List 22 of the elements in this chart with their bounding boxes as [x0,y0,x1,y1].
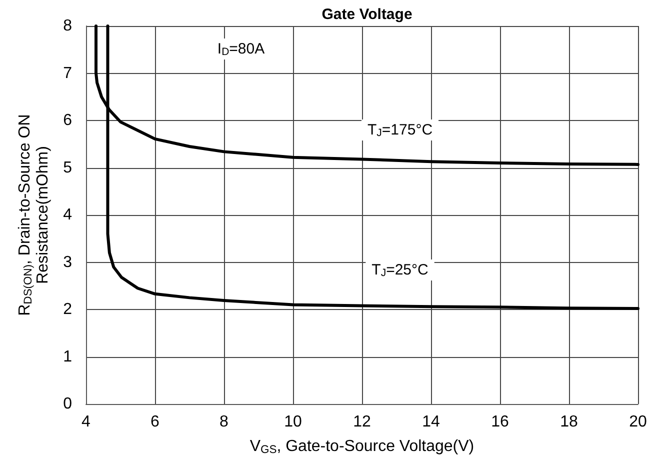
y-tick-label: 3 [63,254,72,271]
y-tick-label: 7 [63,64,72,82]
x-tick-label: 10 [284,414,302,430]
y-tick-label: 0 [63,396,72,412]
x-tick-label: 4 [82,414,91,430]
x-tick-label: 18 [560,414,578,430]
y-tick-label: 6 [63,112,72,129]
x-tick-label: 12 [353,414,371,430]
x-tick-label: 20 [629,414,647,430]
y-tick-label: 8 [63,18,72,34]
x-tick-label: 16 [491,414,509,430]
y-tick-label: 2 [63,301,72,318]
annotation: TJ=25°C [372,262,429,279]
y-tick-label: 5 [63,159,72,176]
x-tick-label: 6 [150,414,160,430]
x-tick-label: 14 [422,414,440,430]
chart-title: Gate Voltage [322,6,412,23]
x-tick-label: 8 [220,414,229,430]
annotation: TJ=175°C [367,122,433,139]
annotation: ID=80A [217,40,265,58]
y-tick-label: 1 [63,348,72,366]
y-tick-label: 4 [63,206,72,224]
